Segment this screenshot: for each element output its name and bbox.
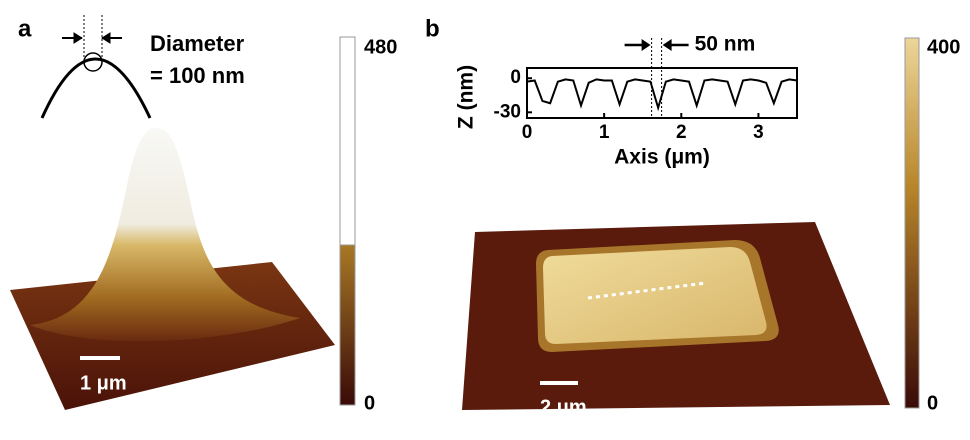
tip-sketch (42, 15, 150, 118)
tip-caption: = 100 nm (150, 63, 245, 88)
y-axis-label: Z (nm) (455, 65, 478, 129)
x-tick-label: 2 (676, 122, 687, 143)
colorbar-label: 480 (364, 36, 397, 58)
panel-label: b (425, 15, 440, 42)
x-tick-label: 0 (522, 122, 533, 143)
colorbar-saturated (340, 37, 355, 245)
colorbar-label: 400 (927, 36, 960, 58)
x-tick-label: 3 (753, 122, 764, 143)
figure: a Diameter = 100 nm 1 μm 480 0 b 0 1 2 3 -30… (0, 0, 970, 435)
surface-square (543, 247, 767, 344)
colorbar-label: 0 (927, 392, 938, 414)
y-tick-label: 0 (510, 67, 521, 88)
y-tick-label: -30 (494, 101, 521, 122)
colorbar (905, 38, 919, 408)
tip-caption: Diameter (150, 31, 245, 56)
annotation: 50 nm (695, 33, 756, 56)
x-tick-label: 1 (599, 122, 610, 143)
colorbar-label: 0 (364, 392, 375, 414)
panel-label: a (18, 15, 32, 42)
annotation-arrowheads (642, 39, 672, 51)
scale-bar-label: 2 μm (540, 396, 587, 418)
x-axis-label: Axis (μm) (614, 146, 710, 169)
scale-bar-label: 1 μm (80, 372, 127, 394)
